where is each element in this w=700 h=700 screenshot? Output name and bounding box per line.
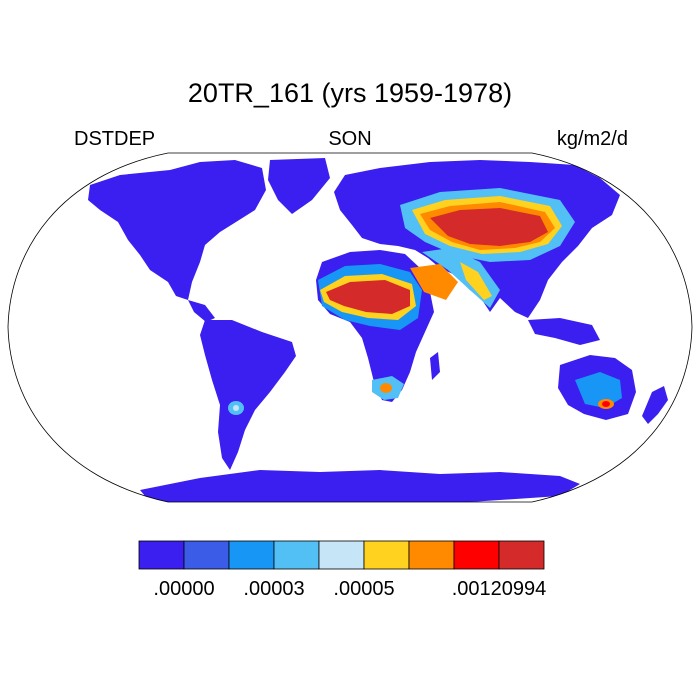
colorbar-swatch-8 (498, 540, 545, 570)
globe-outline (7, 152, 693, 503)
central-america (188, 300, 215, 322)
colorbar-swatch-4 (318, 540, 365, 570)
season-label: SON (328, 128, 372, 150)
sahara-dust-max (326, 280, 410, 314)
colorbar (138, 540, 545, 570)
north-america (88, 160, 266, 300)
map-title: 20TR_161 (yrs 1959-1978) (187, 78, 513, 108)
units-label: kg/m2/d (556, 128, 628, 150)
variable-label: DSTDEP (74, 128, 156, 150)
antarctica (140, 470, 580, 502)
colorbar-swatch-7 (453, 540, 500, 570)
colorbar-swatch-2 (228, 540, 275, 570)
colorbar-swatch-0 (138, 540, 185, 570)
central-asia-dust-max (430, 208, 548, 246)
colorbar-swatch-5 (363, 540, 410, 570)
colorbar-label-1: .00003 (243, 578, 305, 600)
colorbar-swatch-6 (408, 540, 455, 570)
colorbar-label-2: .00005 (333, 578, 395, 600)
colorbar-label-0: .00000 (153, 578, 215, 600)
colorbar-swatch-3 (273, 540, 320, 570)
south-america (200, 320, 296, 470)
colorbar-label-3: .00120994 (451, 578, 547, 600)
colorbar-swatch-1 (183, 540, 230, 570)
greenland (268, 158, 330, 214)
